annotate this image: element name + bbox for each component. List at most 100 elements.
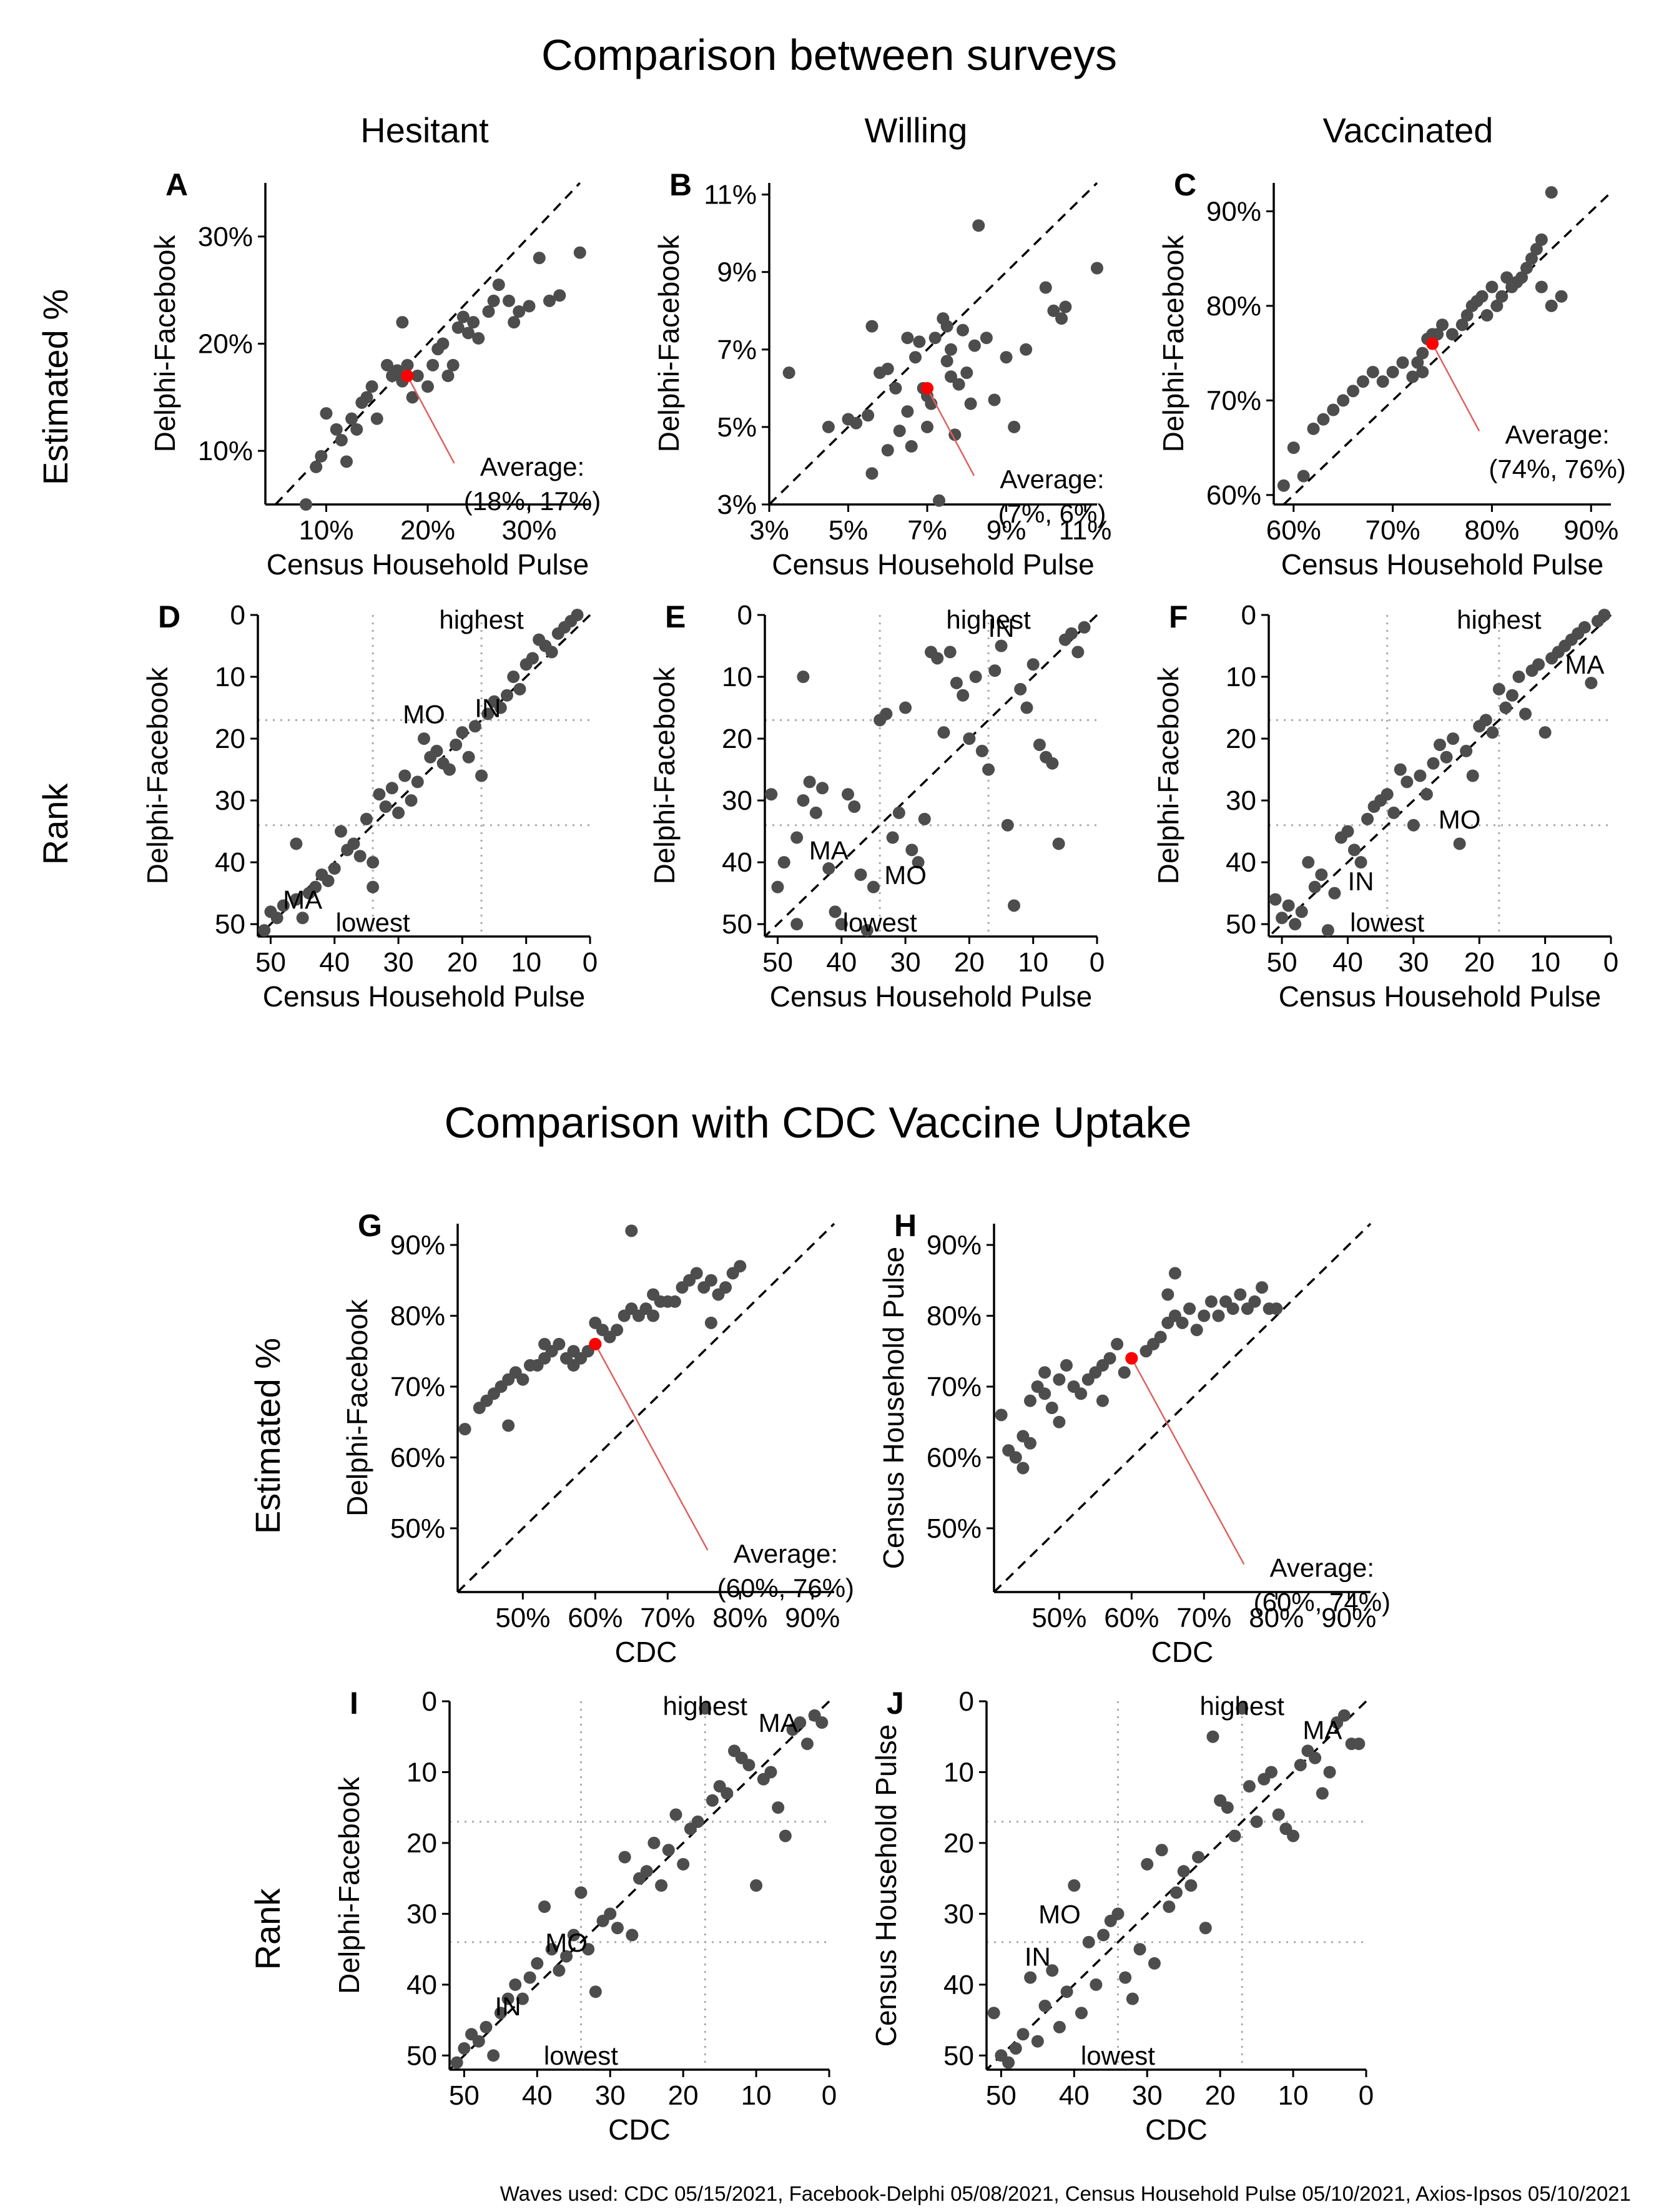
y-tick-label: 0: [422, 1686, 437, 1717]
y-axis-label: Delphi-Facebook: [652, 235, 685, 453]
data-point: [816, 782, 829, 795]
data-point: [560, 1950, 573, 1963]
data-point: [508, 316, 521, 329]
data-point: [436, 337, 450, 350]
data-point: [1499, 701, 1512, 714]
data-point: [1486, 726, 1499, 739]
y-tick-label: 20: [943, 1828, 974, 1859]
data-point: [950, 676, 963, 689]
data-point: [842, 788, 854, 801]
data-point: [1445, 328, 1459, 341]
y-tick-label: 30: [943, 1899, 974, 1929]
data-point: [401, 358, 414, 371]
data-point: [373, 788, 386, 801]
data-point: [862, 409, 875, 422]
data-point: [1532, 658, 1545, 671]
x-tick-label: 70%: [1176, 1603, 1231, 1633]
data-point: [1538, 726, 1552, 739]
data-point: [1045, 1402, 1058, 1414]
data-point: [905, 843, 918, 857]
state-label-in: IN: [475, 694, 501, 723]
data-point: [458, 1423, 471, 1436]
data-point: [1078, 621, 1091, 634]
data-point: [1031, 2035, 1044, 2048]
data-point: [406, 391, 419, 404]
data-point: [1427, 757, 1440, 770]
highest-annotation: highest: [663, 1691, 748, 1721]
data-point: [353, 850, 367, 863]
data-point: [1126, 1992, 1139, 2005]
data-point: [932, 494, 945, 507]
data-point: [669, 1808, 682, 1821]
y-tick-label: 10: [215, 662, 245, 692]
data-point: [523, 300, 536, 313]
data-point: [391, 364, 404, 377]
data-point: [905, 440, 918, 453]
data-point: [765, 788, 778, 801]
data-point: [1060, 1985, 1073, 1998]
state-label-mo: MO: [1439, 805, 1481, 834]
data-point: [1039, 281, 1052, 294]
data-point: [501, 1992, 514, 2005]
x-axis-label: Census Household Pulse: [1281, 548, 1604, 581]
data-point: [797, 671, 810, 684]
data-point: [964, 397, 977, 410]
data-point: [1337, 394, 1350, 407]
data-point: [1434, 738, 1446, 751]
data-point: [797, 794, 810, 807]
data-point: [1033, 738, 1046, 751]
data-point: [699, 1702, 712, 1715]
data-point: [1256, 1281, 1269, 1294]
data-point: [1466, 769, 1479, 782]
data-point: [1545, 299, 1558, 312]
data-point: [1479, 714, 1492, 727]
data-point: [467, 316, 480, 329]
panel-i: 50 40 30 20 10 0 0 10 20 30 40 50 CDC Delphi-Facebook…: [333, 1686, 837, 2146]
x-tick-label: 40: [319, 947, 350, 978]
data-point: [913, 335, 926, 348]
state-label-ma: MA: [283, 885, 322, 915]
x-tick-label: 20: [954, 947, 985, 978]
data-point: [441, 370, 455, 382]
data-point: [381, 358, 393, 371]
data-point: [1046, 757, 1059, 770]
data-point: [475, 769, 488, 782]
data-point: [589, 1985, 602, 1998]
data-point: [969, 671, 982, 684]
data-point: [1519, 707, 1532, 720]
panel-letter: A: [165, 167, 188, 202]
data-point: [1111, 1337, 1124, 1350]
data-point: [1585, 676, 1598, 689]
x-tick-label: 50: [255, 947, 286, 978]
data-point: [848, 800, 861, 814]
x-tick-label: 7%: [907, 515, 947, 546]
data-point: [1103, 1352, 1116, 1365]
y-tick-label: 0: [959, 1686, 974, 1717]
data-point: [1133, 1943, 1146, 1956]
data-point: [892, 806, 905, 819]
column-label-willing: Willing: [865, 111, 968, 150]
row-label-rank-bottom: Rank: [248, 1888, 287, 1970]
panel-letter: B: [669, 167, 692, 202]
data-point: [501, 689, 513, 702]
data-point: [1111, 1907, 1125, 1920]
data-point: [1184, 1879, 1198, 1892]
data-point: [1535, 280, 1548, 293]
data-point: [1226, 1302, 1239, 1315]
y-tick-label: 50: [722, 909, 752, 940]
x-tick-label: 0: [1090, 947, 1105, 978]
y-tick-label: 10: [1226, 662, 1256, 692]
data-point: [309, 880, 322, 893]
data-point: [533, 252, 546, 265]
data-point: [1321, 924, 1334, 937]
data-point: [1046, 1964, 1059, 1977]
panel-g: 50% 60% 70% 80% 90% 50% 60% 70% 80% 90% CDC Delphi-…: [341, 1208, 854, 1668]
y-tick-label: 60%: [927, 1442, 982, 1473]
data-point: [1555, 290, 1568, 303]
data-point: [1276, 912, 1289, 925]
identity-line: [274, 182, 581, 506]
average-leader: [926, 388, 975, 476]
data-point: [1578, 621, 1591, 634]
